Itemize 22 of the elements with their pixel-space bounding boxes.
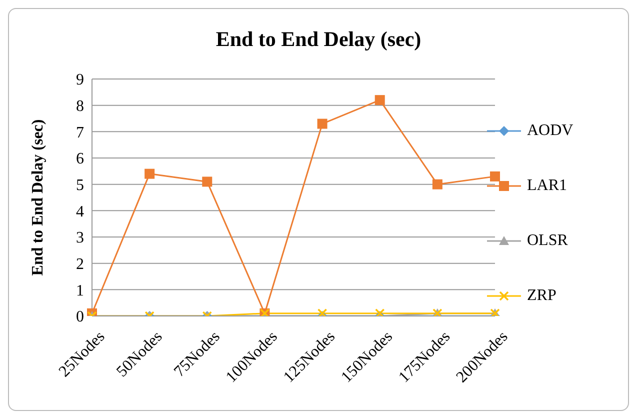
y-tick-label: 3 xyxy=(76,230,84,247)
y-tick-label: 9 xyxy=(76,72,84,89)
y-tick-label: 6 xyxy=(76,150,84,168)
legend-label: LAR1 xyxy=(527,176,567,194)
point xyxy=(144,168,155,179)
chart-title: End to End Delay (sec) xyxy=(214,27,422,52)
point xyxy=(490,171,500,182)
point xyxy=(317,118,328,129)
y-tick-label: 2 xyxy=(76,256,84,274)
legend-label: ZRP xyxy=(527,286,556,304)
y-tick-label: 5 xyxy=(76,177,84,194)
y-axis-title: End to End Delay (sec) xyxy=(30,119,47,276)
legend-label: AODV xyxy=(527,122,574,140)
y-tick-label: 1 xyxy=(76,282,84,300)
point xyxy=(374,95,385,106)
y-tick-label: 4 xyxy=(76,203,84,220)
legend-label: OLSR xyxy=(527,232,568,250)
point xyxy=(202,176,212,187)
y-tick-label: 8 xyxy=(76,98,84,116)
point xyxy=(432,179,442,190)
y-tick-label: 7 xyxy=(76,124,84,142)
y-tick-label: 0 xyxy=(76,308,84,326)
